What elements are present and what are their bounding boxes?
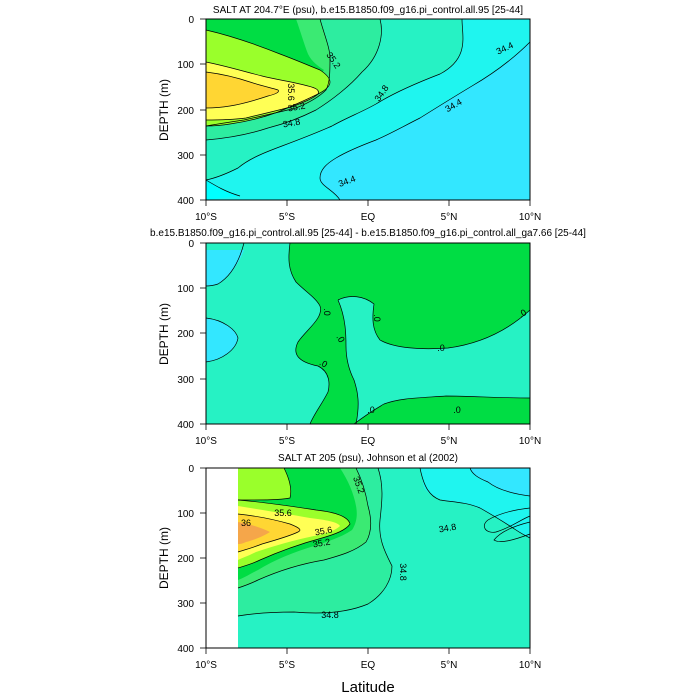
panel-1-tick-marks [200, 18, 531, 206]
x-tick-label: 5°S [279, 436, 296, 447]
panel-1-y-ticks: 0 100 200 300 400 [177, 15, 194, 207]
contour-label: 35.2 [287, 101, 306, 114]
panel-3-y-ticks: 0 100 200 300 400 [177, 464, 194, 655]
y-tick-label: 200 [177, 106, 194, 117]
fill-low-2 [206, 318, 238, 362]
panel-3-y-axis-label: DEPTH (m) [157, 527, 171, 589]
fill-low-1 [206, 250, 244, 286]
y-tick-label: 200 [177, 554, 194, 565]
contour-label: 35.6 [286, 83, 296, 101]
fill-36-0 [206, 72, 279, 108]
y-tick-label: 100 [177, 284, 194, 295]
x-tick-label: 10°S [195, 212, 217, 223]
x-tick-label: 5°N [441, 660, 458, 671]
contour-label: .0 [372, 314, 382, 322]
contour-label: .0 [453, 405, 461, 415]
y-tick-label: 200 [177, 329, 194, 340]
panel-2-y-ticks: 0 100 200 300 400 [177, 239, 194, 431]
fill-zero-minus [206, 243, 329, 424]
y-tick-label: 400 [177, 644, 194, 655]
panel-2-tick-marks [200, 242, 531, 430]
y-tick-label: 400 [177, 196, 194, 207]
x-tick-label: 10°S [195, 436, 217, 447]
y-tick-label: 400 [177, 420, 194, 431]
contour-label: .0 [367, 405, 375, 415]
panel-2-x-ticks: 10°S 5°S EQ 5°N 10°N [195, 436, 541, 447]
contour-label: 36 [241, 518, 251, 528]
y-tick-label: 0 [188, 15, 194, 26]
contour-label: 34.8 [438, 522, 457, 535]
y-tick-label: 0 [188, 239, 194, 250]
x-tick-label: EQ [361, 212, 376, 223]
panel-3-title: SALT AT 205 (psu), Johnson et al (2002) [278, 453, 458, 464]
x-axis-label: Latitude [341, 679, 394, 696]
fill-34-2 [206, 180, 240, 200]
x-tick-label: 5°N [441, 212, 458, 223]
y-tick-label: 100 [177, 60, 194, 71]
panel-3-x-ticks: 10°S 5°S EQ 5°N 10°N [195, 660, 541, 671]
panel-1-contour-fills [206, 19, 530, 200]
fill-36-0 [238, 514, 300, 552]
fill-36-2 [238, 522, 270, 544]
panel-2-contour-fills [206, 243, 530, 424]
panel-observed-salinity: SALT AT 205 (psu), Johnson et al (2002) [157, 453, 541, 671]
contour-label: 35.2 [312, 537, 331, 550]
contour-label: 35.6 [274, 508, 292, 518]
contour-label: 35.6 [314, 525, 333, 538]
x-tick-label: EQ [361, 436, 376, 447]
x-tick-label: 5°S [279, 660, 296, 671]
panel-difference: b.e15.B1850.f09_g16.pi_control.all.95 [2… [150, 228, 586, 447]
x-tick-label: 10°N [519, 436, 541, 447]
panel-1-title: SALT AT 204.7°E (psu), b.e15.B1850.f09_g… [213, 5, 523, 16]
x-tick-label: 5°S [279, 212, 296, 223]
contour-label: 34.8 [282, 117, 301, 130]
panel-3-contour-labels: 35.2 35.6 36 35.6 35.2 34.8 34.8 34.8 [241, 475, 457, 620]
contour-label: 34.8 [398, 563, 408, 581]
contour-label: .0 [334, 333, 346, 345]
y-tick-label: 100 [177, 509, 194, 520]
contour-label: 34.8 [321, 610, 339, 620]
panel-model-salinity: SALT AT 204.7°E (psu), b.e15.B1850.f09_g… [157, 5, 541, 223]
panel-2-contour-lines [205, 242, 531, 425]
y-tick-label: 300 [177, 375, 194, 386]
panel-3-tick-marks [200, 467, 531, 654]
fill-34-4 [470, 468, 530, 496]
panel-2-contour-labels: .0 .0 .0 .0 .0 .0 .0 .0 [318, 307, 529, 415]
panel-1-contour-lines [205, 18, 531, 201]
panel-2-y-axis-label: DEPTH (m) [157, 303, 171, 365]
x-tick-label: EQ [361, 660, 376, 671]
y-tick-label: 300 [177, 151, 194, 162]
fill-35-6 [238, 468, 291, 500]
x-tick-label: 5°N [441, 436, 458, 447]
panel-3-contour-lines [237, 467, 531, 617]
contour-label: .0 [318, 357, 330, 369]
x-tick-label: 10°N [519, 660, 541, 671]
panel-1-x-ticks: 10°S 5°S EQ 5°N 10°N [195, 212, 541, 223]
contour-label: .0 [437, 343, 445, 353]
x-tick-label: 10°S [195, 660, 217, 671]
panel-3-contour-fills [238, 468, 530, 648]
y-tick-label: 0 [188, 464, 194, 475]
contour-label: .0 [322, 308, 332, 316]
x-tick-label: 10°N [519, 212, 541, 223]
fill-zero-minus-2 [338, 296, 530, 424]
contour-label: .0 [517, 307, 529, 319]
panel-1-y-axis-label: DEPTH (m) [157, 79, 171, 141]
panel-2-title: b.e15.B1850.f09_g16.pi_control.all.95 [2… [150, 228, 586, 239]
y-tick-label: 300 [177, 599, 194, 610]
